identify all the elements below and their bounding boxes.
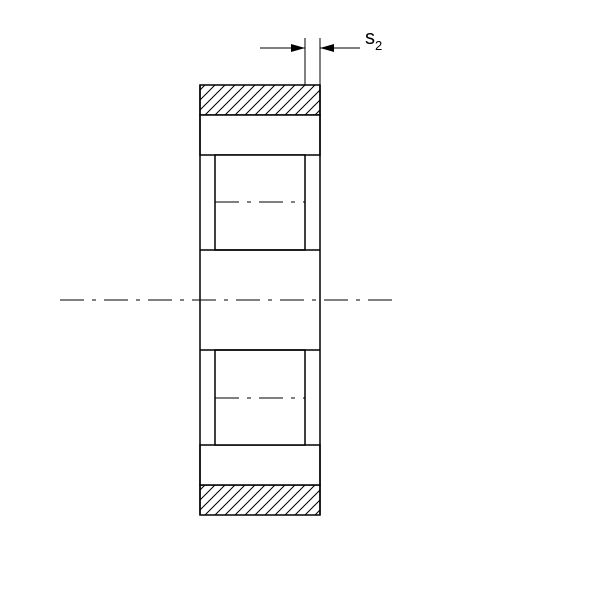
s2-arrow-left [291,44,305,52]
outer-ring-bot-hatch [200,485,320,515]
outer-ring-top-hatch [200,85,320,115]
inner-ring-top [200,115,320,155]
dimension-s2: s2 [260,27,382,85]
bearing-section-drawing: s2 [0,0,600,600]
inner-ring-bot [200,445,320,485]
s2-arrow-right [320,44,334,52]
s2-label: s2 [365,27,382,53]
